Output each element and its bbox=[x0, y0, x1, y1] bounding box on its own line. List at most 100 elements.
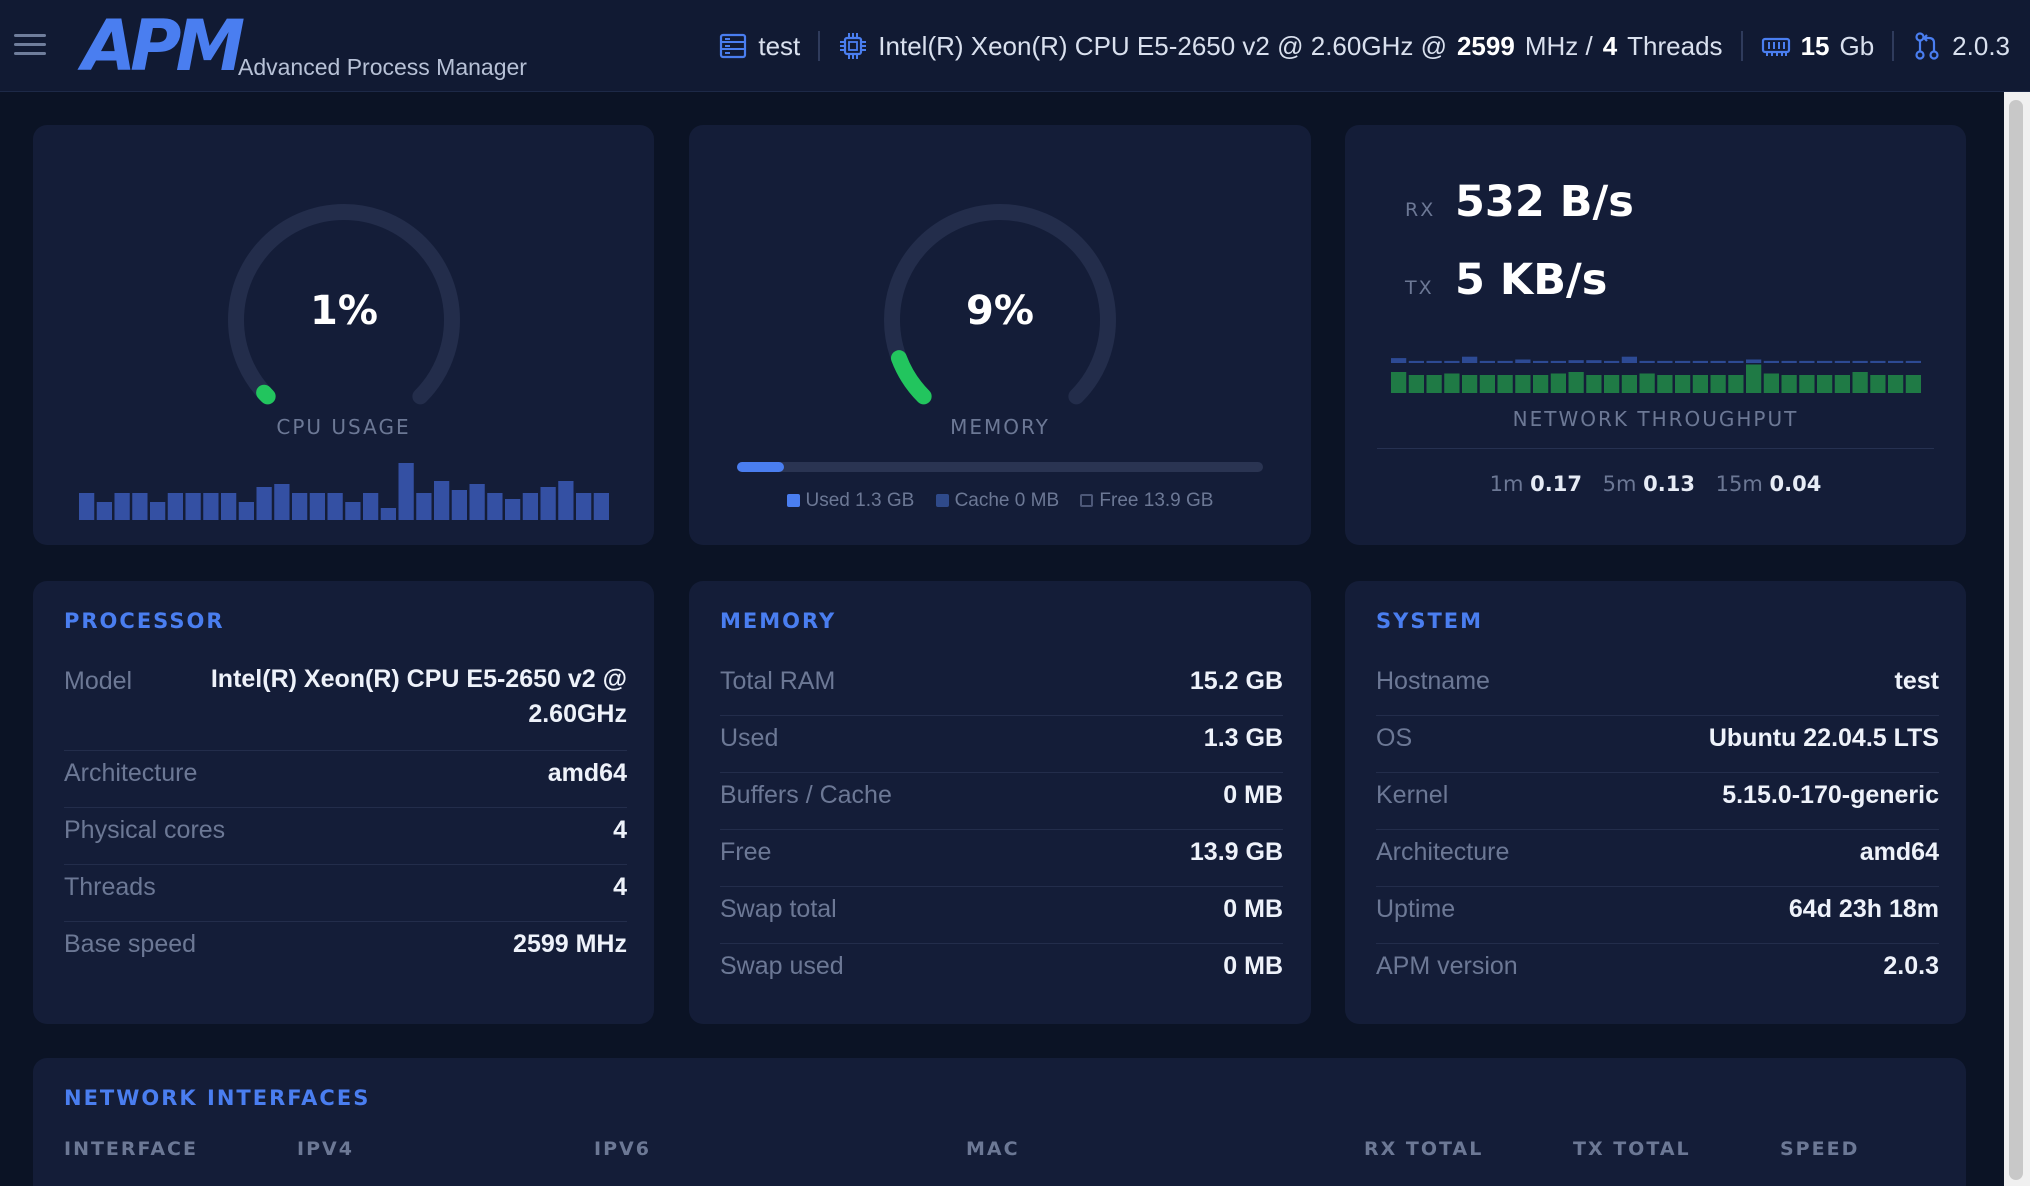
kv-key: Swap used bbox=[720, 952, 844, 980]
tx-history-bar bbox=[1497, 375, 1513, 393]
divider bbox=[1892, 31, 1895, 61]
cpu-history-bar bbox=[505, 499, 521, 520]
kv-value: 2.0.3 bbox=[1883, 952, 1939, 980]
system-row: Kernel 5.15.0-170-generic bbox=[1376, 773, 1939, 830]
tx-history-bar bbox=[1728, 375, 1744, 393]
legend-free: Free 13.9 GB bbox=[1080, 490, 1213, 511]
header-ram: 15 Gb bbox=[1761, 30, 1874, 62]
memory-usage-label: MEMORY bbox=[950, 415, 1050, 439]
logo-mark: APM bbox=[82, 5, 245, 87]
cpu-usage-value: 1% bbox=[310, 288, 378, 334]
memory-gauge: 9% bbox=[875, 195, 1125, 445]
tx-history-bar bbox=[1905, 375, 1921, 393]
legend-cache-label: Cache 0 MB bbox=[954, 490, 1060, 511]
tx-history-bar bbox=[1479, 375, 1495, 393]
header-cpu-model: Intel(R) Xeon(R) CPU E5-2650 v2 @ 2.60GH… bbox=[878, 30, 1447, 61]
kv-key: Kernel bbox=[1376, 781, 1449, 809]
rx-history-bar bbox=[1763, 360, 1779, 363]
cpu-gauge-svg bbox=[228, 204, 460, 405]
rx-history-bar bbox=[1905, 360, 1921, 363]
scrollbar-thumb[interactable] bbox=[2009, 100, 2023, 1180]
rx-history-bar bbox=[1479, 360, 1495, 363]
system-row: Hostname test bbox=[1376, 659, 1939, 716]
rx-row: RX 532 B/s bbox=[1405, 177, 1634, 227]
header-ram-value: 15 bbox=[1800, 30, 1830, 61]
cpu-history-bar bbox=[185, 493, 201, 520]
rx-history-bar bbox=[1639, 360, 1655, 363]
processor-details: Model Intel(R) Xeon(R) CPU E5-2650 v2 @ … bbox=[64, 659, 627, 979]
rx-history-bar bbox=[1533, 360, 1549, 363]
rx-history-bar bbox=[1675, 360, 1691, 363]
column-header-ipv6[interactable]: IPV6 bbox=[594, 1138, 651, 1160]
rx-history-bar bbox=[1817, 360, 1833, 363]
tx-history-bar bbox=[1604, 375, 1620, 393]
kv-key: Hostname bbox=[1376, 667, 1490, 695]
column-header-mac[interactable]: MAC bbox=[966, 1138, 1020, 1160]
legend-free-label: Free 13.9 GB bbox=[1099, 490, 1214, 511]
server-icon bbox=[718, 31, 748, 61]
tx-history-bar bbox=[1763, 373, 1779, 393]
memory-usage-card: 9% MEMORY Used 1.3 GB Cache 0 MB Free 13… bbox=[689, 125, 1311, 545]
header-hostname: test bbox=[718, 31, 800, 62]
rx-history-bar bbox=[1852, 360, 1868, 363]
system-row: Architecture amd64 bbox=[1376, 830, 1939, 887]
rx-history-bar bbox=[1728, 360, 1744, 363]
network-interfaces-title: NETWORK INTERFACES bbox=[64, 1086, 371, 1110]
rx-history-bar bbox=[1710, 360, 1726, 363]
processor-row-threads: Threads 4 bbox=[64, 865, 627, 922]
kv-key: Architecture bbox=[1376, 838, 1510, 866]
divider bbox=[1740, 31, 1743, 61]
rx-value: 532 B/s bbox=[1455, 177, 1634, 227]
divider bbox=[1377, 448, 1934, 449]
rx-history-bar bbox=[1426, 360, 1442, 363]
network-history-chart bbox=[1391, 356, 1921, 393]
system-row: APM version 2.0.3 bbox=[1376, 944, 1939, 1001]
column-header-ipv4[interactable]: IPV4 bbox=[297, 1138, 354, 1160]
kv-value: amd64 bbox=[547, 759, 627, 787]
cpu-history-bar bbox=[416, 493, 432, 520]
cpu-history-bar bbox=[238, 502, 254, 520]
tx-history-bar bbox=[1799, 375, 1815, 393]
load-15m-value: 0.04 bbox=[1769, 472, 1822, 496]
memory-usage-bar bbox=[737, 462, 1263, 472]
rx-history-bar bbox=[1444, 360, 1460, 363]
memory-gauge-track bbox=[884, 204, 1116, 405]
kv-key: Swap total bbox=[720, 895, 837, 923]
tx-history-bar bbox=[1657, 375, 1673, 393]
column-header-rx-total[interactable]: RX TOTAL bbox=[1364, 1138, 1484, 1160]
processor-card: PROCESSOR Model Intel(R) Xeon(R) CPU E5-… bbox=[33, 581, 654, 1024]
processor-row-cores: Physical cores 4 bbox=[64, 808, 627, 865]
cpu-gauge: 1% bbox=[219, 195, 469, 445]
kv-value: 4 bbox=[613, 816, 627, 844]
column-header-speed[interactable]: SPEED bbox=[1780, 1138, 1860, 1160]
tx-history-bar bbox=[1533, 375, 1549, 393]
tx-history-bar bbox=[1710, 375, 1726, 393]
memory-gauge-svg bbox=[884, 204, 1116, 405]
cpu-history-bar bbox=[96, 502, 112, 520]
tx-history-bar bbox=[1586, 375, 1602, 393]
header-version[interactable]: 2.0.3 bbox=[1912, 31, 2010, 62]
rx-history-bar bbox=[1834, 360, 1850, 363]
cpu-history-bar bbox=[274, 484, 290, 520]
kv-key: Used bbox=[720, 724, 779, 752]
kv-value: 15.2 GB bbox=[1189, 667, 1283, 695]
tx-history-bar bbox=[1391, 372, 1407, 393]
cpu-history-chart bbox=[79, 463, 609, 520]
column-header-interface[interactable]: INTERFACE bbox=[64, 1138, 198, 1160]
cpu-gauge-fill bbox=[256, 384, 276, 405]
kv-value: amd64 bbox=[1859, 838, 1939, 866]
divider bbox=[818, 31, 821, 61]
tx-history-bar bbox=[1675, 375, 1691, 393]
tx-history-bar bbox=[1870, 375, 1886, 393]
cpu-usage-label: CPU USAGE bbox=[276, 415, 411, 439]
rx-history-bar bbox=[1497, 360, 1513, 363]
rx-history-bar bbox=[1408, 360, 1424, 363]
top-bar: APM Advanced Process Manager test Intel(… bbox=[0, 0, 2030, 92]
rx-history-bar bbox=[1391, 358, 1407, 363]
rx-history-bar bbox=[1586, 360, 1602, 363]
network-interfaces-card: NETWORK INTERFACES INTERFACE IPV4 IPV6 M… bbox=[33, 1058, 1966, 1186]
menu-icon[interactable] bbox=[14, 34, 46, 56]
load-15m-label: 15m bbox=[1715, 472, 1763, 496]
cpu-history-bar bbox=[434, 481, 450, 520]
column-header-tx-total[interactable]: TX TOTAL bbox=[1573, 1138, 1691, 1160]
